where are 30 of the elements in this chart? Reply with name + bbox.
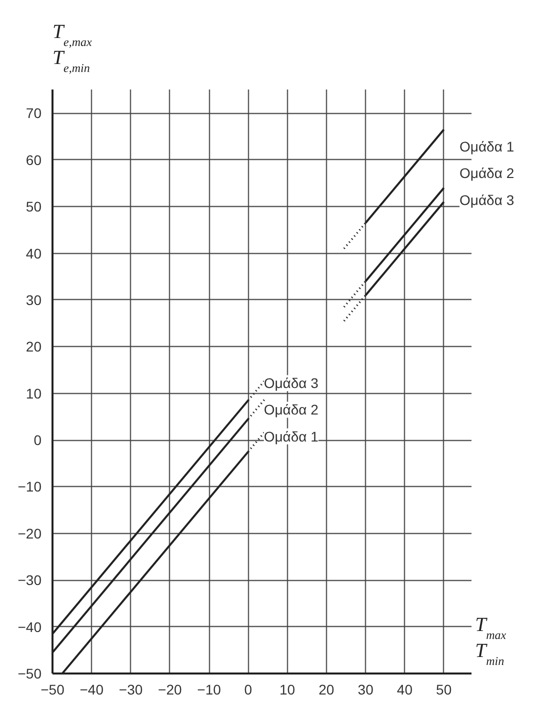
x-tick-label: 20 xyxy=(318,682,334,698)
y-tick-label: 0 xyxy=(34,432,42,448)
x-tick-label: −40 xyxy=(80,682,104,698)
x-tick-label: −10 xyxy=(197,682,222,698)
y-tick-label: −20 xyxy=(18,525,42,542)
y-tick-label: −40 xyxy=(18,618,42,635)
y-tick-label: −30 xyxy=(18,572,42,588)
x-tick-label: 10 xyxy=(280,682,296,698)
y-tick-label: 20 xyxy=(26,338,42,355)
x-tick-label: −20 xyxy=(158,682,182,698)
x-tick-label: 30 xyxy=(358,682,374,698)
y-tick-label: −50 xyxy=(18,666,42,682)
y-tick-label: −10 xyxy=(18,478,42,495)
series-label: Ομάδα 1 xyxy=(459,138,514,155)
y-tick-label: 30 xyxy=(26,292,42,308)
series-label: Ομάδα 3 xyxy=(264,375,319,392)
y-tick-label: 70 xyxy=(26,105,42,122)
x-tick-label: −50 xyxy=(40,682,65,698)
y-tick-label: 50 xyxy=(26,198,42,215)
y-tick-label: 10 xyxy=(26,385,42,402)
x-tick-label: 50 xyxy=(436,682,452,698)
x-tick-label: 0 xyxy=(244,682,252,698)
series-label: Ομάδα 2 xyxy=(264,402,319,418)
x-tick-label: 40 xyxy=(396,682,413,698)
y-tick-label: 60 xyxy=(26,152,42,168)
x-tick-label: −30 xyxy=(118,682,143,698)
y-tick-label: 40 xyxy=(26,245,42,262)
series-label: Ομάδα 1 xyxy=(264,428,319,444)
series-label: Ομάδα 3 xyxy=(459,192,514,208)
series-label: Ομάδα 2 xyxy=(459,165,514,182)
